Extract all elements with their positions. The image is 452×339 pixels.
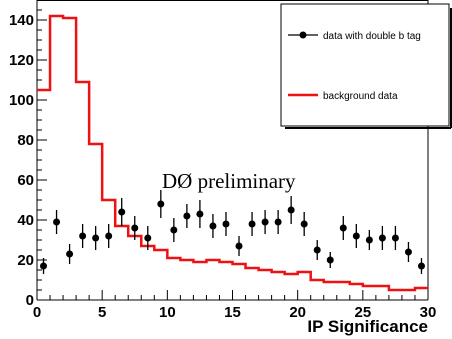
data-point — [417, 262, 425, 270]
data-point — [326, 256, 334, 264]
data-point — [261, 218, 269, 226]
data-point — [365, 236, 373, 244]
x-axis-title: IP Significance — [307, 317, 428, 336]
data-point — [53, 218, 61, 226]
preliminary-annotation: DØ preliminary — [162, 169, 296, 193]
background-series — [37, 14, 428, 292]
y-tick-label: 40 — [17, 212, 34, 229]
data-point — [105, 232, 113, 240]
background-step-line — [37, 14, 428, 292]
data-point — [222, 220, 230, 228]
data-point — [404, 248, 412, 256]
data-point — [339, 224, 347, 232]
data-point — [313, 246, 321, 254]
data-point — [131, 224, 139, 232]
legend-label-background: background data — [323, 91, 398, 102]
y-tick-label: 140 — [9, 12, 34, 29]
y-tick-label: 120 — [9, 52, 34, 69]
data-point — [352, 232, 360, 240]
tick-labels: 0 5 10 15 20 25 30 0 20 40 60 80 100 120 140 — [9, 12, 436, 321]
y-tick-label: 80 — [17, 132, 34, 149]
x-tick-label: 5 — [98, 304, 106, 321]
data-point — [183, 212, 191, 220]
x-tick-label: 10 — [159, 304, 176, 321]
data-point — [157, 200, 165, 208]
y-tick-label: 100 — [9, 92, 34, 109]
data-point — [79, 232, 87, 240]
x-tick-label: 0 — [33, 304, 41, 321]
data-point — [391, 234, 399, 242]
y-tick-label: 20 — [17, 252, 34, 269]
data-point — [92, 234, 100, 242]
y-tick-label: 60 — [17, 172, 34, 189]
x-tick-label: 15 — [224, 304, 241, 321]
legend-box — [280, 3, 450, 127]
data-point — [118, 208, 126, 216]
x-tick-label: 25 — [354, 304, 371, 321]
legend-data-marker — [299, 31, 307, 39]
data-point — [144, 234, 152, 242]
data-point — [248, 220, 256, 228]
data-point — [287, 206, 295, 214]
data-point — [378, 234, 386, 242]
data-point — [170, 226, 178, 234]
y-tick-label: 0 — [26, 292, 34, 309]
x-tick-label: 30 — [420, 304, 437, 321]
data-point — [235, 242, 243, 250]
data-point — [209, 222, 217, 230]
data-series — [40, 190, 425, 274]
data-point — [300, 220, 308, 228]
data-point — [196, 210, 204, 218]
x-tick-label: 20 — [289, 304, 306, 321]
legend-label-data: data with double b tag — [323, 31, 421, 42]
data-point — [40, 262, 48, 270]
data-point — [66, 250, 74, 258]
data-point — [274, 218, 282, 226]
legend: data with double b tag background data — [280, 3, 452, 129]
